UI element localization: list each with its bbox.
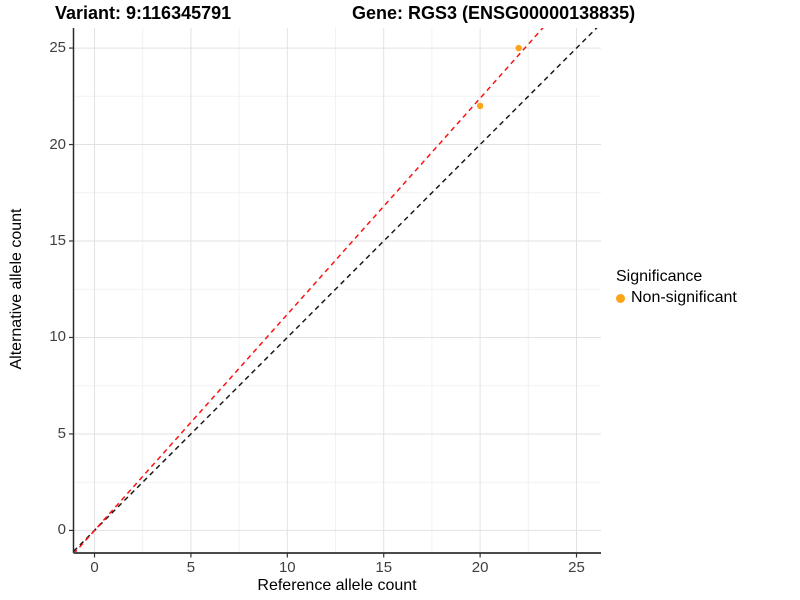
y-tick-label: 10 <box>49 328 66 346</box>
identity-line <box>73 28 598 552</box>
y-tick-label: 0 <box>57 521 66 539</box>
x-tick-label: 25 <box>568 559 585 576</box>
y-tick-label: 5 <box>57 424 66 442</box>
data-point <box>476 102 484 110</box>
y-tick-label: 25 <box>49 39 66 57</box>
variant-title: Variant: 9:116345791 <box>55 3 232 23</box>
legend-item-label: Non-significant <box>631 289 737 306</box>
legend: Significance Non-significant <box>616 268 737 307</box>
legend-title: Significance <box>616 268 703 285</box>
x-tick-label: 20 <box>471 559 489 576</box>
y-tick-label: 15 <box>49 232 66 249</box>
legend-item-non-significant: Non-significant <box>616 289 737 307</box>
x-axis-title: Reference allele count <box>257 577 417 594</box>
legend-key-dot-icon <box>616 293 625 303</box>
y-axis-title: Alternative allele count <box>8 208 25 370</box>
x-tick-label: 5 <box>186 559 196 576</box>
x-tick-label: 15 <box>375 559 393 576</box>
gene-title: Gene: RGS3 (ENSG00000138835) <box>352 3 636 23</box>
fitted-line <box>73 28 544 553</box>
x-tick-label: 10 <box>278 559 296 576</box>
y-tick-label: 20 <box>49 135 66 153</box>
data-point <box>515 44 522 52</box>
x-tick-label: 0 <box>90 559 99 576</box>
